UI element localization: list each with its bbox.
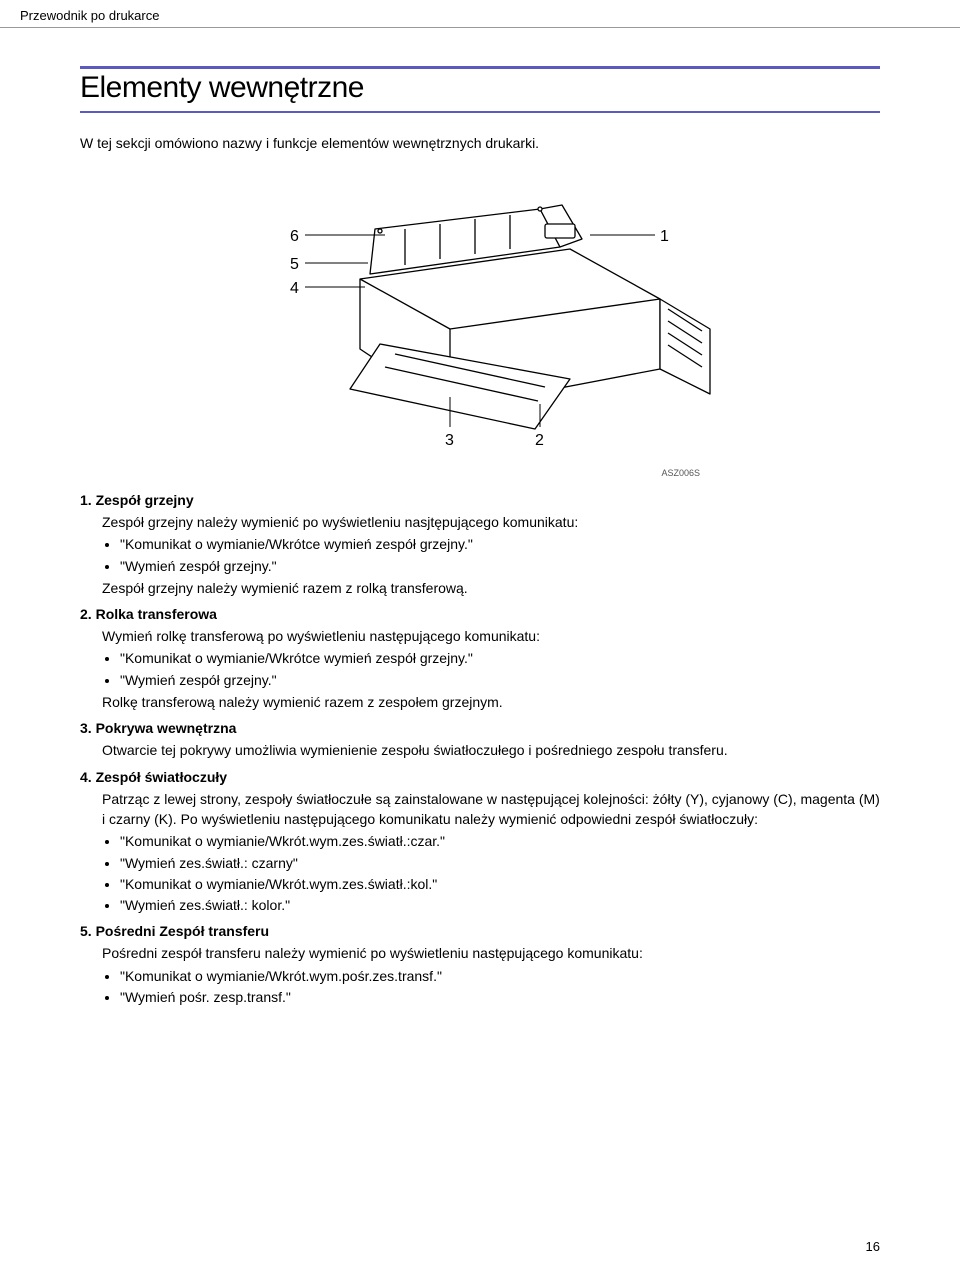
content: Elementy wewnętrzne W tej sekcji omówion… [0,28,960,1007]
list-item: "Komunikat o wymianie/Wkrót.wym.pośr.zes… [120,966,880,986]
printer-diagram: 6 5 4 1 3 2 [80,169,880,454]
item-title: Rolka transferowa [96,606,217,622]
title-rule-bottom [80,111,880,113]
title-rule-top [80,66,880,69]
list-item: "Komunikat o wymianie/Wkrót.wym.zes.świa… [120,831,880,851]
item-num: 2. [80,606,92,622]
item-2: 2. Rolka transferowa Wymień rolkę transf… [80,606,880,712]
item-title: Zespół grzejny [96,492,194,508]
item-text: Pośredni zespół transferu należy wymieni… [102,943,880,963]
diag-label-1: 1 [660,228,669,245]
item-text: Otwarcie tej pokrywy umożliwia wymienien… [102,740,880,760]
diag-label-3: 3 [445,432,454,449]
diag-label-4: 4 [290,280,299,297]
list-item: "Komunikat o wymianie/Wkrótce wymień zes… [120,648,880,668]
list-item: "Wymień zes.światł.: czarny" [120,853,880,873]
item-1: 1. Zespół grzejny Zespół grzejny należy … [80,492,880,598]
item-5: 5. Pośredni Zespół transferu Pośredni ze… [80,923,880,1007]
list-item: "Komunikat o wymianie/Wkrótce wymień zes… [120,534,880,554]
item-4: 4. Zespół światłoczuły Patrząc z lewej s… [80,769,880,916]
item-text: Zespół grzejny należy wymienić po wyświe… [102,512,880,532]
item-text: Wymień rolkę transferową po wyświetleniu… [102,626,880,646]
item-text: Zespół grzejny należy wymienić razem z r… [102,578,880,598]
list-item: "Komunikat o wymianie/Wkrót.wym.zes.świa… [120,874,880,894]
item-title: Pośredni Zespół transferu [96,923,269,939]
item-num: 5. [80,923,92,939]
item-text: Patrząc z lewej strony, zespoły światłoc… [102,789,880,830]
page-number: 16 [866,1239,880,1254]
item-text: Rolkę transferową należy wymienić razem … [102,692,880,712]
list-item: "Wymień pośr. zesp.transf." [120,987,880,1007]
diag-label-5: 5 [290,256,299,273]
item-title: Pokrywa wewnętrzna [96,720,237,736]
item-num: 3. [80,720,92,736]
diag-label-6: 6 [290,228,299,245]
page-header: Przewodnik po drukarce [0,0,960,28]
section-title: Elementy wewnętrzne [80,71,880,105]
list-item: "Wymień zespół grzejny." [120,556,880,576]
item-num: 1. [80,492,92,508]
item-3: 3. Pokrywa wewnętrzna Otwarcie tej pokry… [80,720,880,760]
list-item: "Wymień zespół grzejny." [120,670,880,690]
diagram-svg: 6 5 4 1 3 2 [240,169,720,449]
item-title: Zespół światłoczuły [96,769,227,785]
intro-text: W tej sekcji omówiono nazwy i funkcje el… [80,135,880,151]
item-num: 4. [80,769,92,785]
diag-label-2: 2 [535,432,544,449]
list-item: "Wymień zes.światł.: kolor." [120,895,880,915]
diagram-id: ASZ006S [80,468,700,478]
